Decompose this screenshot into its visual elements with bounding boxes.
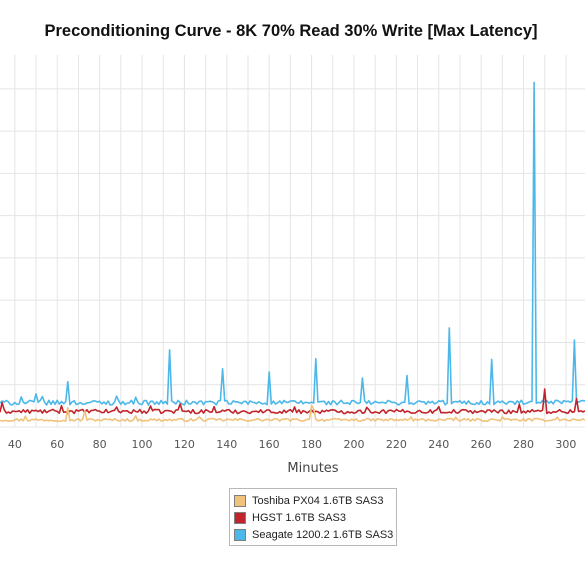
legend-item-toshiba[interactable]: Toshiba PX04 1.6TB SAS3 (234, 492, 396, 509)
x-tick-label: 240 (428, 438, 449, 451)
legend-item-hgst[interactable]: HGST 1.6TB SAS3 (234, 509, 396, 526)
legend-swatch-hgst (234, 511, 246, 524)
legend-swatch-seagate (234, 528, 246, 541)
x-tick-label: 160 (259, 438, 280, 451)
series-line-toshiba (0, 404, 585, 423)
legend-label-hgst: HGST 1.6TB SAS3 (252, 511, 346, 524)
series-line-hgst (0, 388, 585, 415)
x-tick-label: 220 (386, 438, 407, 451)
chart-title: Preconditioning Curve - 8K 70% Read 30% … (45, 22, 538, 40)
legend-label-seagate: Seagate 1200.2 1.6TB SAS3 (252, 528, 394, 541)
x-tick-label: 60 (50, 438, 64, 451)
x-tick-label: 300 (555, 438, 576, 451)
x-tick-label: 80 (93, 438, 107, 451)
legend: Toshiba PX04 1.6TB SAS3 HGST 1.6TB SAS3 … (229, 488, 397, 546)
x-tick-label: 180 (301, 438, 322, 451)
x-axis-label: Minutes (287, 461, 338, 476)
x-tick-label: 100 (132, 438, 153, 451)
x-tick-labels: 40 60 80 100 120 140 160 180 200 220 240 260 280 300 (8, 438, 577, 451)
legend-swatch-toshiba (234, 494, 246, 507)
grid (0, 55, 585, 428)
x-tick-label: 120 (174, 438, 195, 451)
legend-item-seagate[interactable]: Seagate 1200.2 1.6TB SAS3 (234, 526, 396, 543)
series-line-seagate (0, 81, 585, 406)
x-tick-label: 280 (513, 438, 534, 451)
x-tick-label: 40 (8, 438, 22, 451)
x-tick-label: 140 (216, 438, 237, 451)
x-tick-label: 260 (471, 438, 492, 451)
legend-label-toshiba: Toshiba PX04 1.6TB SAS3 (252, 494, 384, 507)
series-lines (0, 81, 585, 423)
x-tick-label: 200 (343, 438, 364, 451)
